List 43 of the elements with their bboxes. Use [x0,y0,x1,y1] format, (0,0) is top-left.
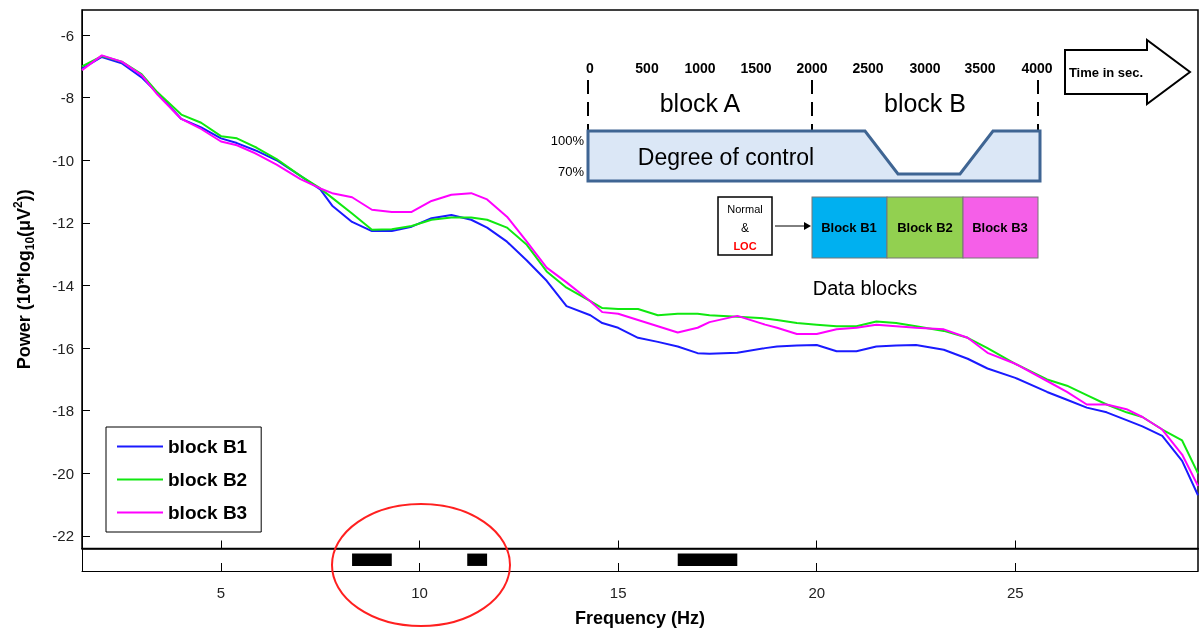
annotation: Degree of control [637,144,815,170]
legend-label: block B1 [168,436,248,457]
x-tick-label: 5 [216,584,226,601]
bar [467,553,488,566]
annotation: 2500 [852,60,884,76]
annotation: Block B3 [972,220,1028,235]
y-tick-label: -6 [60,26,74,44]
annotation: Block B2 [897,220,953,235]
x-axis-title: Frequency (Hz) [574,608,706,628]
annotation: 3500 [964,60,996,76]
annotation: block A [659,89,741,117]
annotation: 100% [550,133,585,148]
annotation: Block B1 [821,220,877,235]
annotation: Time in sec. [1068,65,1144,80]
legend-label: block B3 [168,502,248,523]
annotation: 70% [557,164,585,179]
y-tick-label: -14 [52,277,74,295]
annotation: 1000 [684,60,716,76]
x-tick-label: 25 [1006,584,1024,601]
annotation: 2000 [796,60,828,76]
y-tick-label: -8 [60,89,74,107]
annotation: 500 [635,60,659,76]
x-tick-label: 15 [609,584,627,601]
annotation: 0 [586,60,595,76]
annotation: Data blocks [812,277,918,299]
annotation: LOC [733,240,757,252]
y-tick-label: -12 [52,214,74,232]
y-tick-label: -22 [52,527,74,545]
bar [677,553,738,566]
y-tick-label: -20 [52,464,74,482]
y-tick-label: -16 [52,339,74,357]
annotation: 4000 [1021,60,1053,76]
legend-label: block B2 [168,469,248,490]
y-tick-label: -18 [52,402,74,420]
annotation: Normal [727,203,763,215]
x-tick-label: 10 [411,584,428,601]
annotation: block B [884,89,966,117]
x-tick-label: 20 [808,584,826,601]
bar [352,553,392,566]
annotation: 3000 [909,60,941,76]
annotation: 1500 [740,60,772,76]
y-tick-label: -10 [52,151,74,169]
annotation: & [740,221,750,235]
